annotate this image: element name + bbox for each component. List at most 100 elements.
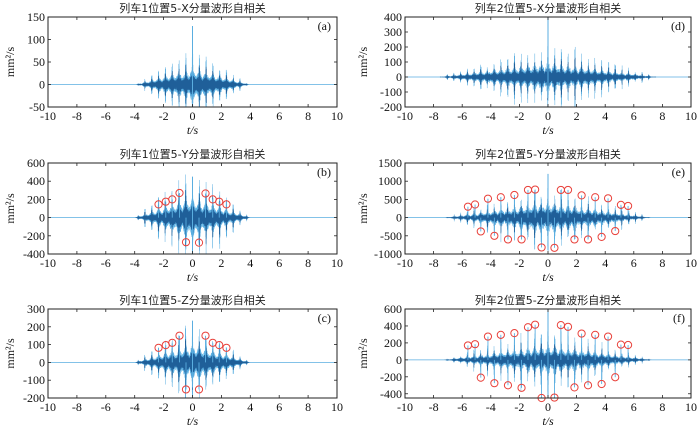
y-tick-label: 50: [33, 55, 45, 69]
x-tick-label: 8: [659, 256, 665, 270]
x-tick-label: -4: [130, 109, 140, 123]
subplot-b: 列车1位置5-Y分量波形自相关 -10 -8 -6 -4 -2 0 2 4 6 8 10 -400 -20…: [3, 147, 343, 284]
x-tick-label: -6: [101, 256, 111, 270]
peak-marker-lower: [476, 227, 485, 236]
x-tick-label: -8: [72, 400, 82, 414]
y-tick-label: 200: [27, 320, 45, 334]
peak-marker-upper: [531, 320, 540, 329]
peak-marker-upper: [215, 341, 224, 350]
y-tick-label: 0: [39, 78, 45, 92]
y-tick-label: 600: [27, 156, 45, 170]
x-tick-label: -10: [40, 400, 56, 414]
x-tick-label: 8: [305, 256, 311, 270]
peak-marker-upper: [175, 331, 184, 340]
x-tick-label: 4: [602, 400, 608, 414]
x-tick-label: -6: [457, 256, 467, 270]
peak-marker-upper: [222, 343, 231, 352]
y-axis-label: mm²/s: [356, 338, 370, 369]
x-tick-label: 8: [305, 400, 311, 414]
subplot-a: 列车1位置5-X分量波形自相关 -10 -8 -6 -4 -2 0 2 4 6 8 10 -50 0 50 1…: [3, 1, 343, 137]
peak-marker-lower: [611, 226, 620, 236]
peak-marker-upper: [483, 194, 493, 203]
peak-marker-upper: [168, 338, 177, 347]
peak-marker-upper: [201, 189, 210, 198]
peak-marker-lower: [490, 231, 499, 240]
peak-marker-upper: [563, 185, 573, 195]
peak-marker-upper: [154, 343, 163, 352]
chart-title: 列车2位置5-X分量波形自相关: [475, 1, 622, 15]
x-tick-label: 0: [190, 109, 196, 123]
x-tick-label: -8: [429, 109, 439, 123]
x-tick-label: -4: [486, 109, 496, 123]
peak-marker-lower: [476, 373, 485, 382]
x-tick-label: -4: [130, 400, 140, 414]
peak-marker-upper: [577, 191, 586, 200]
y-tick-label: 1500: [378, 156, 402, 170]
x-tick-label: 10: [331, 109, 343, 123]
x-tick-label: -2: [514, 400, 524, 414]
peak-marker-lower: [181, 238, 191, 247]
x-tick-label: -2: [514, 256, 524, 270]
x-tick-label: 6: [276, 400, 282, 414]
x-tick-label: -4: [486, 400, 496, 414]
plot-area: [48, 26, 337, 107]
y-tick-label: 1000: [378, 174, 402, 188]
chart-title: 列车2位置5-Y分量波形自相关: [475, 147, 621, 161]
waveform-envelope-dark: [135, 64, 250, 107]
x-axis-label: t/s: [187, 414, 199, 428]
x-tick-label: 6: [631, 256, 637, 270]
peak-marker-upper: [603, 332, 613, 341]
x-tick-label: 2: [574, 256, 580, 270]
y-axis-label: mm²/s: [3, 47, 17, 78]
x-tick-label: -2: [159, 256, 169, 270]
x-tick-label: 2: [218, 109, 224, 123]
x-tick-label: 0: [545, 400, 551, 414]
plot-area: [405, 173, 691, 252]
subplot-e: 列车2位置5-Y分量波形自相关 -10 -8 -6 -4 -2 0 2 4 6 8 10 -1000 -5…: [356, 147, 697, 284]
peak-marker-upper: [168, 195, 177, 204]
peak-marker-upper: [563, 322, 573, 331]
y-tick-label: 150: [27, 10, 45, 24]
x-tick-label: -10: [397, 400, 413, 414]
peak-marker-lower: [550, 243, 559, 252]
x-tick-label: 2: [574, 109, 580, 123]
x-tick-label: -2: [514, 109, 524, 123]
y-tick-label: 400: [27, 174, 45, 188]
peak-marker-lower: [503, 235, 513, 244]
x-tick-label: 2: [574, 400, 580, 414]
y-tick-label: -100: [380, 85, 402, 99]
peak-marker-upper: [577, 329, 586, 338]
y-tick-label: 300: [27, 302, 45, 316]
peak-marker-lower: [194, 238, 204, 247]
x-axis-label: t/s: [542, 123, 554, 137]
x-tick-label: 4: [602, 109, 608, 123]
peak-marker-lower: [537, 243, 546, 252]
x-tick-label: 8: [659, 400, 665, 414]
y-tick-label: 400: [384, 10, 402, 24]
y-tick-label: 0: [396, 70, 402, 84]
x-tick-label: 0: [545, 109, 551, 123]
x-tick-label: -6: [101, 400, 111, 414]
x-tick-label: -10: [397, 109, 413, 123]
peak-marker-upper: [531, 185, 540, 194]
peak-marker-lower: [597, 379, 606, 389]
x-tick-label: 0: [190, 400, 196, 414]
y-tick-label: 0: [39, 211, 45, 225]
x-tick-label: 6: [276, 256, 282, 270]
y-axis-label: mm²/s: [356, 47, 370, 78]
x-tick-label: -4: [130, 256, 140, 270]
x-tick-label: 4: [247, 400, 253, 414]
x-tick-label: -6: [457, 109, 467, 123]
x-tick-label: 10: [685, 109, 697, 123]
peak-marker-lower: [503, 381, 513, 390]
y-tick-label: 100: [27, 33, 45, 47]
x-tick-label: -10: [397, 256, 413, 270]
subplot-f: 列车2位置5-Z分量波形自相关 -10 -8 -6 -4 -2 0 2 4 6 8 10 -400 -20…: [356, 293, 697, 428]
panel-label: (d): [671, 19, 685, 33]
peak-marker-upper: [175, 188, 184, 198]
waveform-envelope-dark: [443, 341, 653, 381]
x-tick-label: -4: [486, 256, 496, 270]
x-tick-label: -8: [72, 256, 82, 270]
peak-marker-upper: [470, 200, 480, 209]
